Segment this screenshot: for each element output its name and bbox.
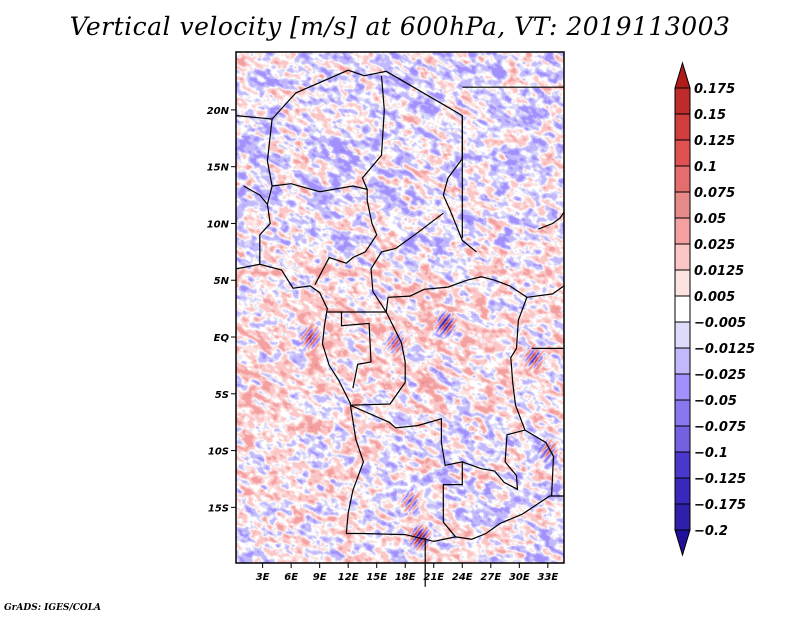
x-tick-label: 24E [452, 572, 473, 583]
colorbar-box [674, 503, 691, 531]
colorbar-label: −0.005 [694, 316, 746, 331]
colorbar-box [674, 425, 691, 453]
border-line [455, 495, 564, 540]
border-line [510, 297, 555, 497]
x-tick-label: 30E [509, 572, 530, 583]
colorbar: 0.175 0.15 0.125 0.1 0.075 0.05 0.025 0.0125 0.0… [674, 61, 755, 557]
y-tick-label: 15N [207, 163, 230, 174]
x-tick-label: 9E [313, 572, 327, 583]
colorbar-box [674, 451, 691, 479]
border-line [243, 160, 273, 206]
colorbar-label: −0.175 [694, 498, 746, 513]
colorbar-box [674, 217, 691, 245]
colorbar-label: −0.125 [694, 472, 746, 487]
colorbar-label: −0.05 [694, 394, 737, 409]
colorbar-label: −0.0125 [694, 342, 755, 357]
grads-credit: GrADS: IGES/COLA [4, 603, 102, 613]
colorbar-label: 0.0125 [694, 264, 744, 279]
y-tick-label: 20N [207, 106, 230, 117]
colorbar-label: 0.005 [694, 290, 735, 305]
colorbar-box [674, 321, 691, 349]
y-axis: 20N 15N 10N 5N EQ 5S 10S 15S [207, 106, 236, 514]
x-tick-label: 21E [423, 572, 444, 583]
colorbar-label: 0.175 [694, 82, 735, 97]
colorbar-box [674, 243, 691, 271]
border-line [266, 118, 273, 162]
border-line [462, 429, 526, 491]
colorbar-over-triangle [674, 61, 691, 89]
colorbar-box [674, 347, 691, 375]
x-tick-label: 33E [537, 572, 558, 583]
map-frame [235, 51, 565, 564]
y-tick-label: 5S [215, 390, 229, 401]
colorbar-label: 0.15 [694, 108, 726, 123]
colorbar-label: −0.1 [694, 446, 728, 461]
colorbar-label: 0.025 [694, 238, 735, 253]
colorbar-box [674, 165, 691, 193]
colorbar-label: 0.125 [694, 134, 735, 149]
colorbar-label: 0.075 [694, 186, 735, 201]
border-line [340, 312, 372, 389]
border-line [272, 183, 378, 286]
border-line [346, 404, 463, 543]
colorbar-box [674, 87, 691, 115]
x-tick-label: 15E [366, 572, 387, 583]
border-line [235, 69, 477, 253]
y-tick-label: 10S [208, 447, 229, 458]
border-line [361, 75, 385, 190]
x-tick-label: 18E [395, 572, 416, 583]
border-line [259, 204, 271, 265]
y-tick-label: 5N [214, 276, 230, 287]
colorbar-box [674, 295, 691, 323]
border-line [538, 211, 565, 230]
x-axis: 3E 6E 9E 12E 15E 18E 21E 24E 27E 30E 33E [256, 563, 558, 583]
chart-title: Vertical velocity [m/s] at 600hPa, VT: 2… [69, 12, 731, 41]
country-borders [235, 69, 565, 587]
colorbar-label: 0.05 [694, 212, 726, 227]
colorbar-box [674, 191, 691, 219]
vertical-velocity-field [236, 52, 564, 563]
colorbar-label: −0.2 [694, 524, 728, 539]
colorbar-label: 0.1 [694, 160, 717, 175]
colorbar-box [674, 113, 691, 141]
y-tick-label: EQ [214, 333, 230, 344]
colorbar-label: −0.025 [694, 368, 746, 383]
border-line [327, 311, 406, 406]
colorbar-box [674, 269, 691, 297]
border-line [235, 263, 365, 534]
colorbar-under-triangle [674, 529, 691, 557]
x-tick-label: 12E [338, 572, 359, 583]
y-tick-label: 15S [208, 503, 229, 514]
y-tick-label: 10N [207, 219, 230, 230]
colorbar-label: −0.075 [694, 420, 746, 435]
x-tick-label: 27E [480, 572, 501, 583]
colorbar-box [674, 373, 691, 401]
colorbar-box [674, 477, 691, 505]
x-tick-label: 6E [284, 572, 298, 583]
border-line [370, 212, 528, 314]
x-tick-label: 3E [256, 572, 270, 583]
colorbar-box [674, 139, 691, 167]
border-line [526, 285, 565, 298]
colorbar-box [674, 399, 691, 427]
